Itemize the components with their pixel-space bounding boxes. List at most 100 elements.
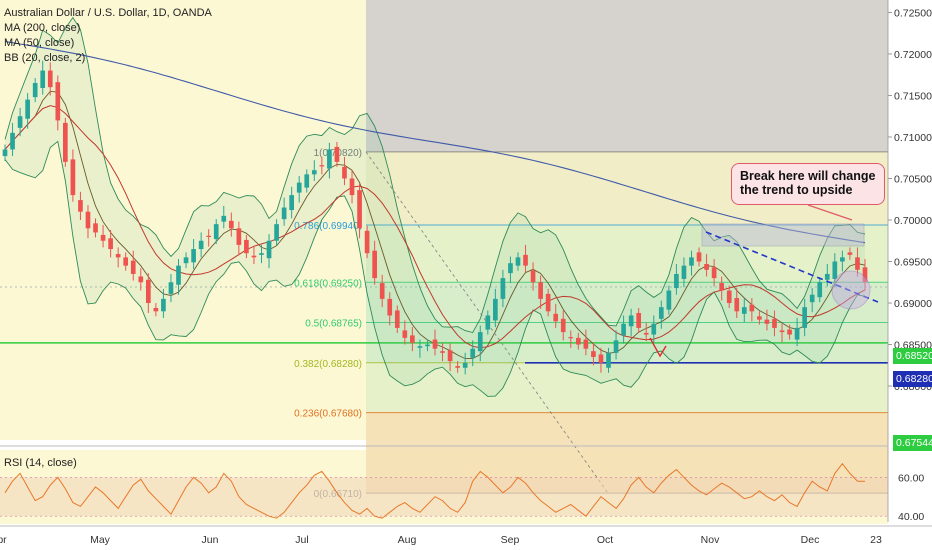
candle-body — [651, 323, 657, 335]
candle-body — [538, 282, 543, 299]
candle-body — [138, 276, 144, 283]
y-tick-label: 0.72000 — [894, 49, 932, 61]
candle-body — [32, 83, 38, 98]
candle-body — [296, 182, 302, 193]
candle-body — [674, 273, 679, 289]
candle-body — [274, 224, 279, 241]
callout-line1: Break here will change — [740, 169, 876, 183]
candle-body — [606, 352, 611, 368]
candle-body — [621, 323, 626, 336]
candle-body — [357, 190, 362, 229]
candle-body — [410, 335, 415, 343]
rsi-tick-label: 60.00 — [898, 472, 924, 484]
candle-body — [787, 329, 792, 335]
red-arrow — [649, 337, 667, 358]
candle-body — [741, 307, 747, 314]
candle-body — [304, 174, 310, 188]
candle-body — [266, 240, 272, 259]
grey-region — [366, 0, 888, 152]
candle-body — [63, 122, 68, 162]
candle-body — [447, 350, 453, 362]
rsi-line — [4, 462, 865, 519]
candle-body — [575, 337, 581, 345]
y-tick-label: 0.71000 — [894, 132, 932, 144]
candle-body — [802, 307, 807, 328]
candle-body — [78, 200, 83, 212]
y-tick-label: 0.69000 — [894, 298, 932, 310]
candle-body — [757, 316, 762, 320]
candle-body — [726, 290, 732, 304]
candle-body — [809, 294, 815, 303]
candle-body — [417, 346, 423, 348]
candle-body — [251, 255, 257, 258]
candle-body — [583, 339, 589, 349]
candle-body — [191, 249, 196, 263]
candle-body — [530, 270, 536, 283]
price-tag-green-low: 0.67544 — [893, 435, 932, 451]
y-axis: 0.72500 0.72000 0.71500 0.71000 0.70500 0.700… — [0, 0, 932, 527]
candle-body — [25, 99, 30, 119]
candle-body — [244, 239, 249, 254]
candle-body — [108, 238, 113, 250]
candle-body — [779, 330, 785, 333]
candle-body — [523, 254, 528, 266]
fib-label: 0.618(0.69250) — [294, 278, 362, 289]
candle-body — [500, 278, 506, 299]
candle-body — [55, 82, 61, 121]
candle-body — [425, 344, 430, 347]
candle-body — [847, 252, 853, 255]
candle-body — [749, 304, 755, 312]
candle-body — [115, 254, 121, 258]
candle-body — [440, 351, 445, 353]
candle-body — [855, 257, 860, 270]
candle-body — [643, 332, 649, 335]
price-tag-blue: 0.68280 — [893, 371, 932, 387]
candle-body — [432, 339, 438, 349]
candle-body — [734, 298, 740, 312]
x-tick-label: Dec — [801, 534, 820, 546]
candle-body — [47, 70, 53, 88]
rsi-legend: RSI (14, close) — [4, 457, 77, 469]
chart-title: Australian Dollar / U.S. Dollar, 1D, OAN… — [4, 7, 212, 19]
legend-ma200: MA (200, close) — [4, 22, 81, 34]
candle-body — [455, 366, 460, 368]
candle-body — [327, 149, 332, 169]
x-tick-label: May — [90, 534, 111, 546]
candle-body — [832, 261, 838, 279]
candle-body — [402, 330, 408, 338]
candle-body — [764, 319, 770, 324]
candle-body — [681, 265, 687, 279]
candle-body — [349, 178, 355, 196]
candle-body — [817, 282, 823, 298]
candle-body — [100, 234, 106, 241]
callout-line2: the trend to upside — [740, 183, 853, 197]
fib-trend-line — [365, 151, 609, 494]
candle-body — [840, 257, 845, 262]
candle-body — [145, 279, 151, 304]
y-tick-label: 0.69500 — [894, 257, 932, 269]
candle-body — [493, 298, 498, 321]
candle-body — [372, 250, 377, 279]
y-tick-label: 0.72500 — [894, 7, 932, 19]
candle-body — [387, 298, 393, 316]
candle-body — [221, 215, 227, 222]
annotation-layer — [649, 204, 879, 358]
candle-body — [568, 337, 574, 339]
fib-band — [366, 224, 888, 283]
candle-body — [772, 318, 777, 328]
candle-body — [198, 240, 204, 250]
candle-body — [658, 307, 664, 319]
y-tick-label: 0.70000 — [894, 215, 932, 227]
candles-layer — [2, 60, 868, 375]
candle-body — [2, 149, 8, 157]
candle-body — [613, 340, 619, 353]
resistance-zone — [701, 223, 865, 247]
price-tag-blue-text: 0.68280 — [896, 373, 932, 385]
candle-body — [711, 267, 717, 279]
fib-label: 0.786(0.69940) — [294, 221, 362, 232]
candle-body — [342, 166, 347, 179]
bollinger-lower — [4, 140, 866, 397]
candle-body — [236, 228, 242, 245]
candle-body — [364, 230, 370, 254]
